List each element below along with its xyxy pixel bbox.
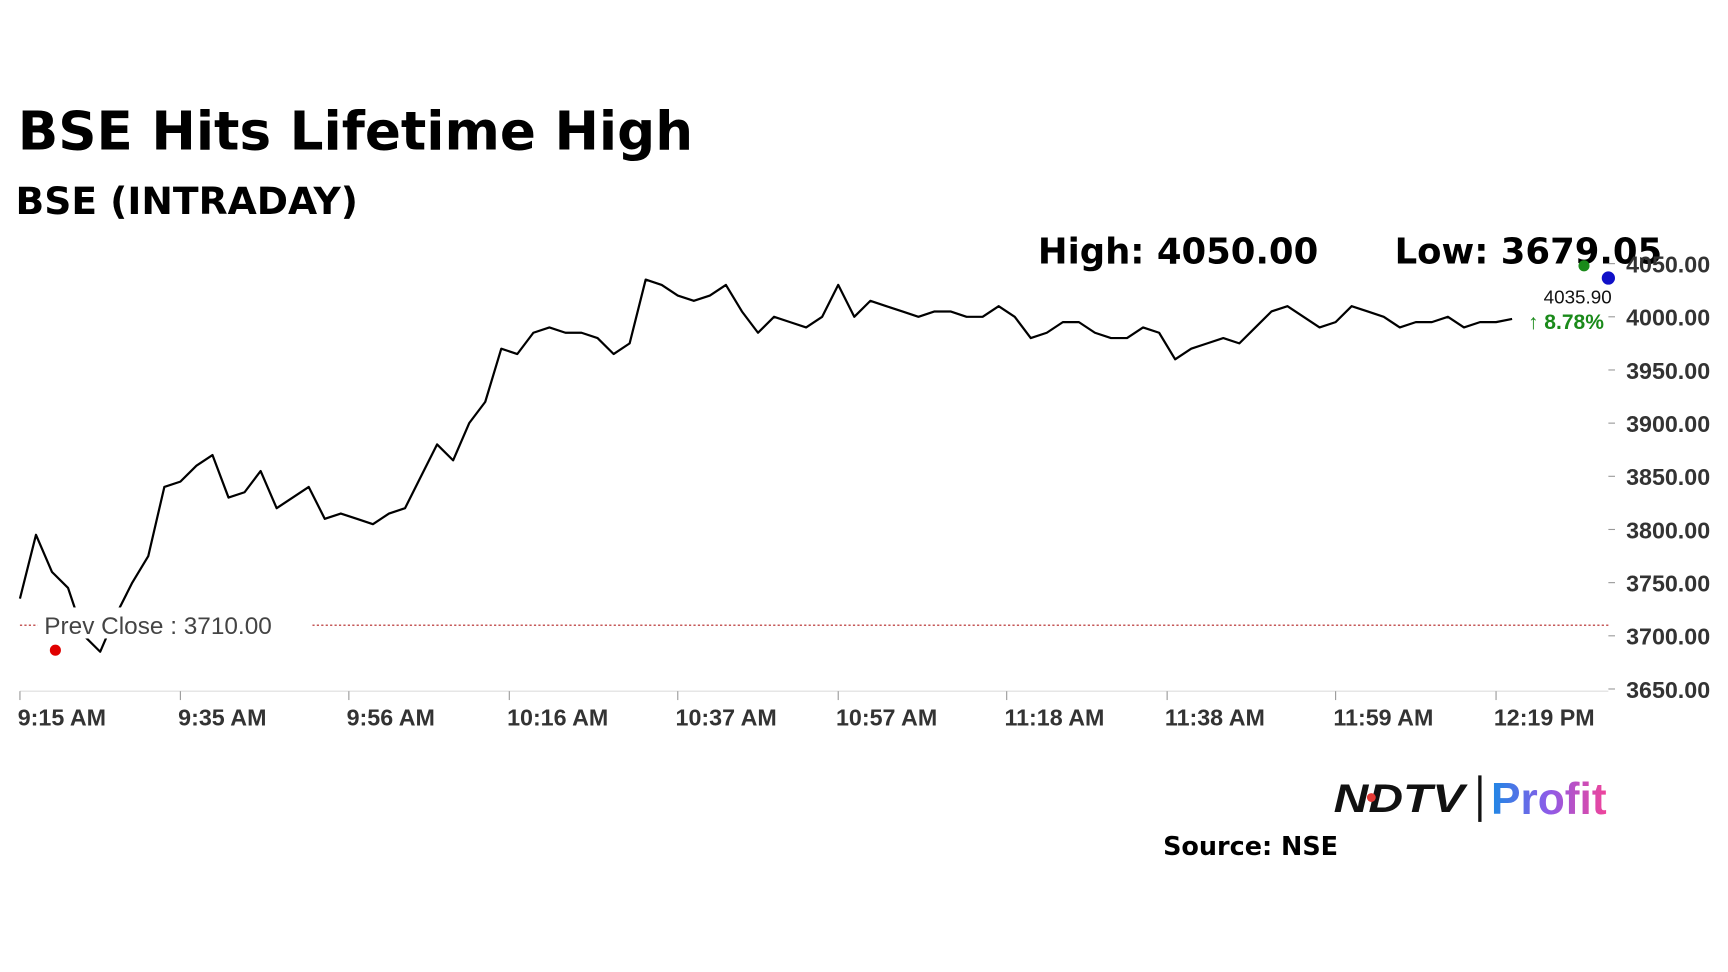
prev-close-label: Prev Close : 3710.00 [44,613,271,640]
change: ↑ 8.78% [1528,311,1604,334]
x-tick-label: 10:57 AM [836,705,937,731]
y-tick-label: 3800.00 [1626,517,1710,543]
y-tick-label: 3650.00 [1626,677,1710,703]
x-tick-label: 11:59 AM [1333,705,1433,731]
x-tick-label: 10:16 AM [507,705,608,731]
x-tick-label: 9:35 AM [178,705,266,731]
high-marker [1578,260,1590,272]
prev-close-bg [37,607,313,639]
y-tick-label: 3750.00 [1626,571,1710,597]
y-tick-label: 3700.00 [1626,624,1710,650]
x-tick-label: 11:38 AM [1165,705,1265,731]
high-label: High: 4050.00 [1038,232,1318,273]
x-tick-label: 10:37 AM [676,705,777,731]
x-tick-label: 11:18 AM [1004,705,1104,731]
x-tick-label: 9:15 AM [18,705,106,731]
y-tick-label: 3950.00 [1626,358,1710,384]
brand-dot [1366,793,1376,802]
brand-sub: Profit [1491,775,1607,824]
price-line [18,278,1513,653]
low-label: Low: 3679.05 [1395,232,1663,273]
last-marker [1601,271,1616,285]
last-price: 4035.90 [1544,287,1612,308]
x-tick-label: 9:56 AM [347,705,435,731]
y-tick-label: 4000.00 [1626,305,1710,331]
chart-subtitle: BSE (INTRADAY) [16,179,359,223]
source: Source: NSE [1163,832,1338,862]
plot-area: 3650.00 3700.00 3750.00 3800.00 3850.00 3900.… [18,251,1710,730]
y-tick-label: 4050.00 [1626,251,1710,277]
chart-title: BSE Hits Lifetime High [18,101,693,163]
brand: NDTV [1334,777,1469,821]
x-tick-label: 12:19 PM [1494,705,1595,731]
y-tick-label: 3900.00 [1626,411,1710,437]
y-tick-label: 3850.00 [1626,464,1710,490]
low-marker [49,644,61,656]
